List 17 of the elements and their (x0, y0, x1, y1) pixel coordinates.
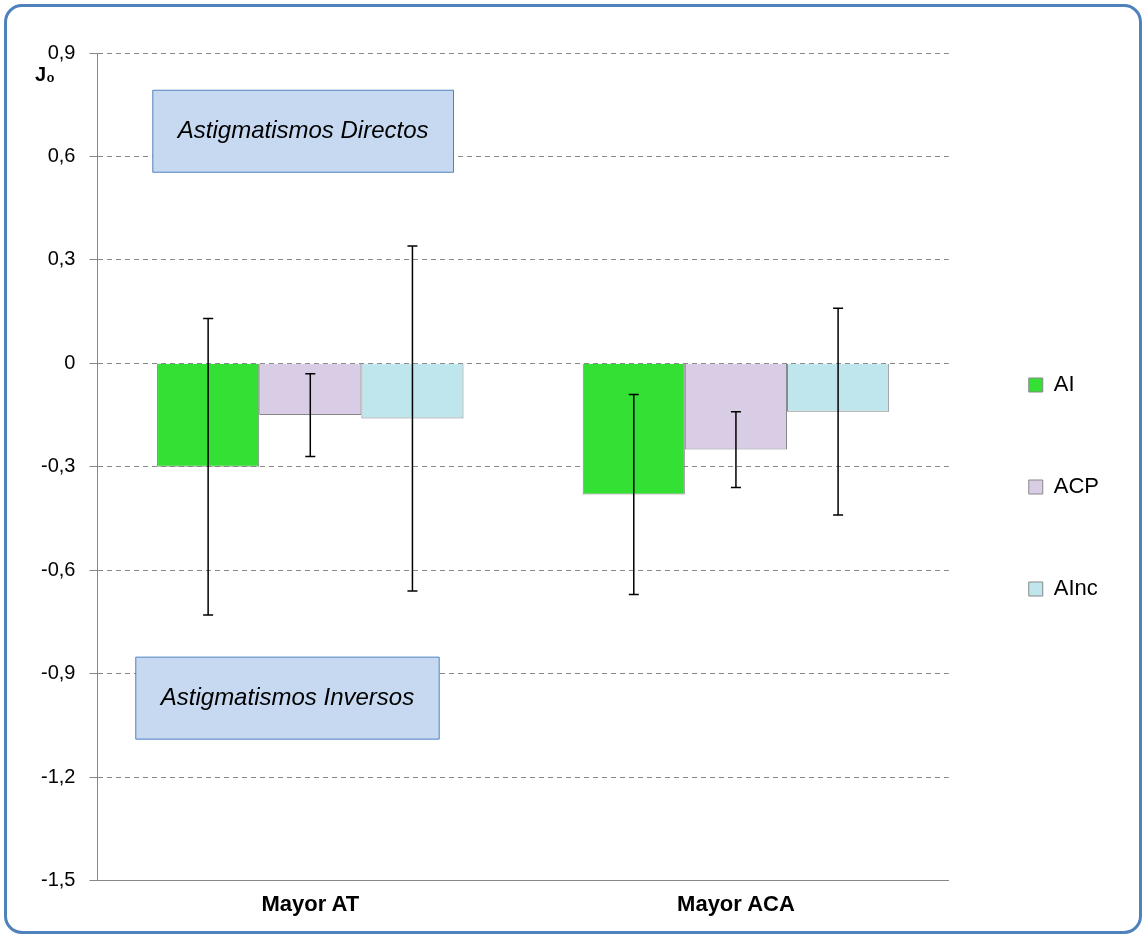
legend-label: AI (1053, 371, 1075, 397)
y-tick-label: 0 (64, 350, 76, 373)
legend-label: ACP (1053, 473, 1100, 499)
y-tick-label: -1,2 (40, 764, 76, 787)
y-tick-label: -1,5 (40, 868, 76, 891)
legend-label: AInc (1053, 575, 1098, 601)
y-axis-title: J₀ (35, 62, 56, 85)
y-tick-label: 0,9 (47, 40, 76, 63)
y-tick-label: -0,9 (40, 661, 76, 684)
y-tick-label: -0,6 (40, 557, 76, 580)
y-tick-label: 0,3 (47, 247, 76, 270)
y-tick-label: 0,6 (47, 143, 76, 166)
x-tick-label: Mayor ACA (677, 890, 795, 916)
y-tick-label: -0,3 (40, 454, 76, 477)
annotation: Astigmatismos Directos (175, 115, 429, 143)
annotation: Astigmatismos Inversos (158, 682, 415, 710)
x-tick-label: Mayor AT (261, 890, 360, 916)
